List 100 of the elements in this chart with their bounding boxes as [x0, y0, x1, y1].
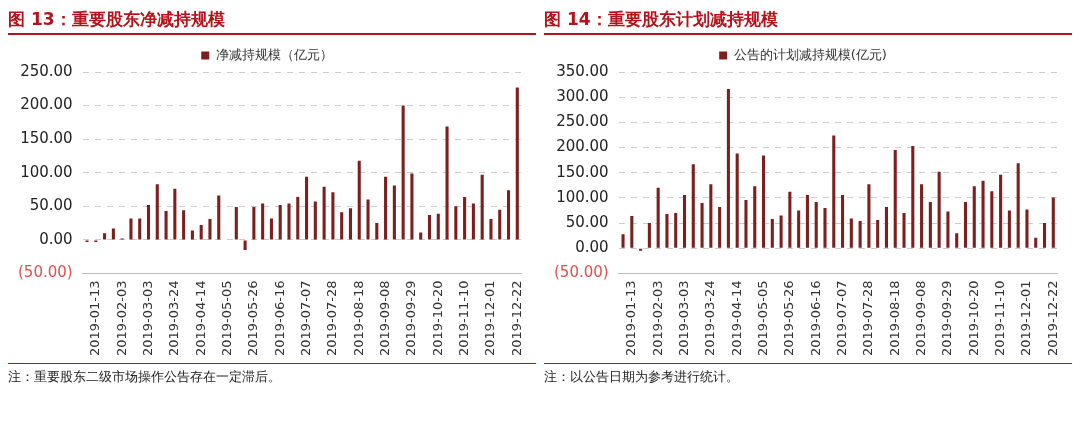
bar: [340, 212, 344, 240]
bar: [849, 218, 853, 248]
bar: [937, 171, 941, 248]
bar: [436, 213, 440, 240]
bar: [305, 176, 309, 240]
bar: [1016, 163, 1020, 248]
y-tick-label: 250.00: [556, 112, 609, 131]
bar: [480, 174, 484, 240]
bar: [665, 214, 669, 248]
bar: [173, 188, 177, 240]
bar: [357, 160, 361, 240]
bar: [471, 203, 475, 240]
bar: [217, 195, 221, 240]
x-tick-label: 2019-12-01: [482, 280, 498, 357]
bar: [1007, 210, 1011, 248]
x-tick-label: 2019-12-22: [1044, 280, 1060, 357]
bar: [744, 199, 748, 248]
bar: [348, 208, 352, 240]
x-tick-label: 2019-09-08: [376, 280, 392, 357]
x-tick-label: 2019-06-16: [807, 280, 823, 357]
y-tick-label: 150.00: [556, 162, 609, 181]
x-tick-label: 2019-03-03: [139, 280, 155, 357]
bar: [963, 201, 968, 248]
y-tick-label: 200.00: [556, 137, 609, 156]
bar: [682, 194, 687, 248]
bar: [946, 211, 950, 248]
bar: [621, 234, 625, 248]
x-tick-label: 2019-07-07: [297, 280, 313, 357]
y-tick-label: 50.00: [565, 212, 609, 231]
bar: [1034, 237, 1038, 248]
x-tick-label: 2019-01-13: [87, 280, 103, 357]
legend-label: 公告的计划减持规模(亿元): [733, 46, 887, 62]
bar: [252, 206, 256, 240]
bar: [770, 219, 774, 248]
x-tick-label: 2019-04-14: [728, 280, 744, 357]
bar: [735, 153, 739, 248]
bar: [1051, 197, 1055, 248]
bar: [392, 185, 396, 240]
bar: [779, 215, 783, 248]
bar: [972, 186, 976, 248]
x-tick-label: 2019-09-29: [403, 280, 419, 357]
bar: [445, 126, 449, 240]
bar: [111, 228, 115, 240]
x-tick-label: 2019-12-22: [508, 280, 524, 357]
bar: [893, 150, 897, 248]
x-tick-label: 2019-02-03: [649, 280, 665, 357]
bar: [691, 164, 695, 248]
x-tick-label: 2019-08-18: [886, 280, 902, 357]
bar: [911, 146, 915, 248]
text: 注：重要股东二级市场操作公告存在一定滞后。: [8, 368, 282, 386]
x-tick-label: 2019-02-03: [113, 280, 129, 357]
bar: [278, 204, 282, 240]
y-tick-label: 350.00: [556, 61, 609, 80]
bar: [928, 201, 932, 248]
x-tick-label: 2019-10-20: [965, 280, 981, 357]
x-tick-label: 2019-11-10: [455, 280, 471, 357]
y-tick-label: 100.00: [556, 187, 609, 206]
x-tick-label: 2019-07-28: [324, 280, 340, 357]
x-tick-label: 2019-03-24: [702, 280, 718, 357]
bar: [726, 89, 730, 248]
bar: [858, 221, 862, 248]
bar: [674, 213, 678, 248]
y-tick-label: 50.00: [29, 196, 73, 215]
chart-title: 图 14：重要股东计划减持规模: [544, 8, 1072, 35]
bar: [182, 210, 186, 240]
bar: [410, 173, 414, 240]
bar: [331, 192, 335, 240]
bar: [876, 220, 880, 248]
bar: [990, 191, 994, 248]
bar: [103, 233, 107, 240]
bar: [1025, 209, 1029, 248]
bar: [419, 232, 423, 240]
y-tick-label: (50.00): [553, 263, 609, 282]
legend-label: 净减持规模（亿元）: [215, 46, 333, 62]
bar: [656, 187, 660, 248]
bar: [999, 174, 1003, 248]
y-tick-label: 200.00: [20, 95, 73, 114]
x-tick-label: 2019-09-29: [939, 280, 955, 357]
y-tick-label: 100.00: [20, 162, 73, 181]
x-tick-label: 2019-09-08: [912, 280, 928, 357]
bar: [709, 184, 713, 248]
bar: [902, 213, 906, 248]
bar: [164, 211, 168, 240]
x-tick-label: 2019-01-13: [623, 280, 639, 357]
bar: [867, 184, 871, 248]
bar: [884, 206, 888, 248]
y-tick-label: 0.00: [575, 238, 609, 257]
bar: [498, 209, 502, 240]
bar: [296, 196, 300, 240]
x-tick-label: 2019-06-16: [271, 280, 287, 357]
bar: [753, 186, 757, 248]
bar: [700, 202, 704, 248]
bar: [647, 223, 651, 248]
bar: [155, 184, 159, 240]
x-tick-label: 2019-07-28: [860, 280, 876, 357]
x-tick-label: 2019-10-20: [429, 280, 445, 357]
bar: [639, 248, 643, 251]
bar: [463, 196, 467, 240]
bar: [427, 215, 432, 240]
y-tick-label: (50.00): [17, 263, 73, 282]
